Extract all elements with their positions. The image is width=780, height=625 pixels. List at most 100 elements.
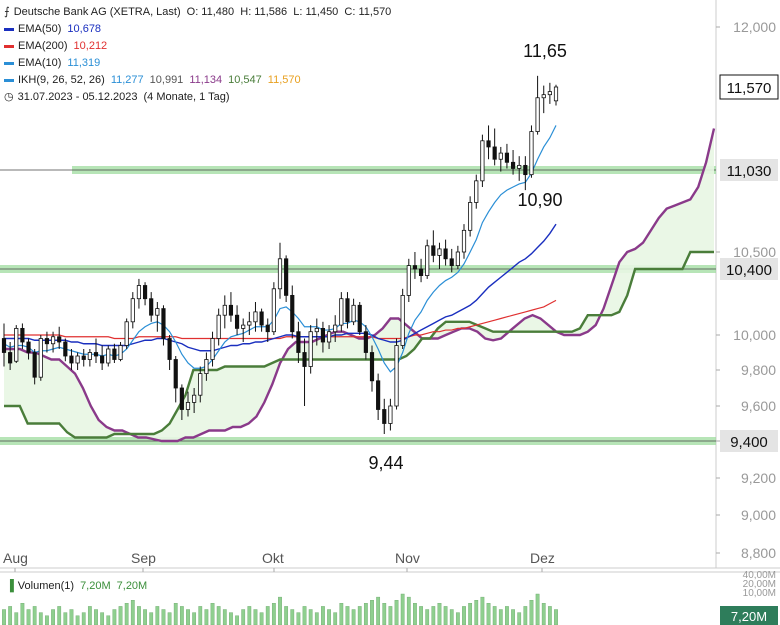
- candle: [222, 295, 227, 329]
- candle-body: [418, 268, 424, 276]
- volume-bar: [345, 606, 350, 625]
- candle-body: [20, 327, 25, 343]
- candle: [406, 258, 411, 302]
- y-tick-label: 10,500: [733, 244, 776, 260]
- volume-bar: [161, 609, 166, 625]
- candle-body: [504, 152, 510, 163]
- volume-bar: [100, 612, 105, 625]
- candle: [480, 134, 485, 188]
- volume-bar: [376, 596, 381, 625]
- candle-body: [241, 324, 246, 329]
- candle: [155, 302, 160, 332]
- candle: [277, 242, 283, 299]
- candle: [179, 384, 184, 420]
- date-range: 31.07.2023 - 05.12.2023: [17, 91, 138, 103]
- candle-body: [376, 380, 381, 410]
- legend-ema200[interactable]: EMA(200) 10,212: [4, 38, 391, 55]
- legend-ema50[interactable]: EMA(50) 10,678: [4, 21, 391, 38]
- legend-ikh[interactable]: IKH(9, 26, 52, 26) 11,277 10,991 11,134 …: [4, 72, 391, 89]
- volume-bar: [290, 609, 295, 625]
- volume-bar: [449, 609, 454, 625]
- volume-bar: [462, 606, 466, 625]
- candle-body: [32, 352, 37, 378]
- support-label: 10,400: [726, 262, 772, 279]
- candle-body: [296, 331, 301, 353]
- ikh-value-5: 11,570: [267, 74, 301, 86]
- volume-label: Volumen(1): [17, 580, 75, 592]
- volume-bar: [112, 609, 117, 625]
- volume-bar: [480, 596, 485, 625]
- candle: [339, 292, 344, 332]
- ikh-value-3: 11,134: [189, 74, 223, 86]
- candle-body: [100, 355, 105, 364]
- candle-body: [333, 324, 338, 333]
- candle: [57, 326, 62, 349]
- candle-body: [369, 352, 375, 382]
- candle-body: [173, 359, 178, 389]
- candle-body: [142, 285, 148, 300]
- ikh-value-4: 10,547: [228, 74, 262, 86]
- volume-bar: [20, 603, 25, 625]
- candle-body: [474, 180, 479, 203]
- candle: [271, 282, 276, 335]
- chart-type-icon[interactable]: ⨍: [4, 6, 10, 18]
- candle: [63, 338, 68, 362]
- volume-icon: ▐: [6, 580, 14, 592]
- candle: [455, 245, 460, 269]
- candle-body: [400, 294, 405, 346]
- ikh-label: IKH(9, 26, 52, 26): [18, 74, 105, 86]
- volume-bar: [106, 615, 111, 625]
- candle: [376, 373, 381, 420]
- volume-bar: [425, 609, 430, 625]
- candle-body: [81, 355, 86, 360]
- volume-bar: [26, 609, 31, 625]
- volume-bar: [204, 609, 209, 625]
- candle: [161, 305, 166, 346]
- volume-bar: [45, 615, 49, 625]
- candle: [437, 242, 442, 269]
- candle: [173, 356, 178, 403]
- volume-bar: [302, 606, 307, 625]
- candle: [461, 224, 467, 259]
- candle-body: [222, 304, 227, 316]
- candle-body: [216, 314, 221, 339]
- candle: [308, 325, 313, 374]
- candle-body: [112, 348, 117, 360]
- volume-bar: [351, 609, 356, 625]
- volume-bar: [327, 609, 331, 625]
- legend-ema10[interactable]: EMA(10) 11,319: [4, 55, 391, 72]
- candle: [106, 345, 111, 367]
- candle-body: [1, 338, 7, 353]
- candle-body: [167, 338, 172, 360]
- candle-body: [284, 258, 289, 296]
- candle: [388, 398, 393, 431]
- candle: [167, 335, 172, 370]
- y-tick-label: 10,000: [733, 327, 776, 343]
- candle: [284, 255, 289, 302]
- candle: [443, 239, 448, 266]
- candle: [394, 338, 399, 410]
- ema10-value: 11,319: [67, 57, 101, 69]
- y-tick-label: 9,200: [741, 470, 776, 486]
- volume-bar: [321, 606, 325, 625]
- candle: [32, 349, 37, 385]
- volume-bar: [413, 603, 417, 625]
- volume-bar: [2, 609, 6, 625]
- candle-body: [498, 152, 503, 160]
- candle-body: [547, 91, 552, 96]
- legend-title-row: ⨍ Deutsche Bank AG (XETRA, Last) O: 11,4…: [4, 4, 391, 21]
- candle: [149, 292, 154, 322]
- candle-body: [210, 338, 215, 360]
- candle-body: [510, 161, 516, 169]
- candle: [320, 321, 326, 353]
- volume-bar: [271, 603, 276, 625]
- candle-body: [382, 409, 387, 424]
- volume-bar: [38, 612, 43, 625]
- candle: [412, 252, 418, 279]
- volume-bar: [535, 593, 540, 625]
- candle: [468, 196, 473, 237]
- candle-body: [431, 245, 436, 256]
- candle: [210, 331, 215, 367]
- ema50-value: 10,678: [67, 23, 102, 35]
